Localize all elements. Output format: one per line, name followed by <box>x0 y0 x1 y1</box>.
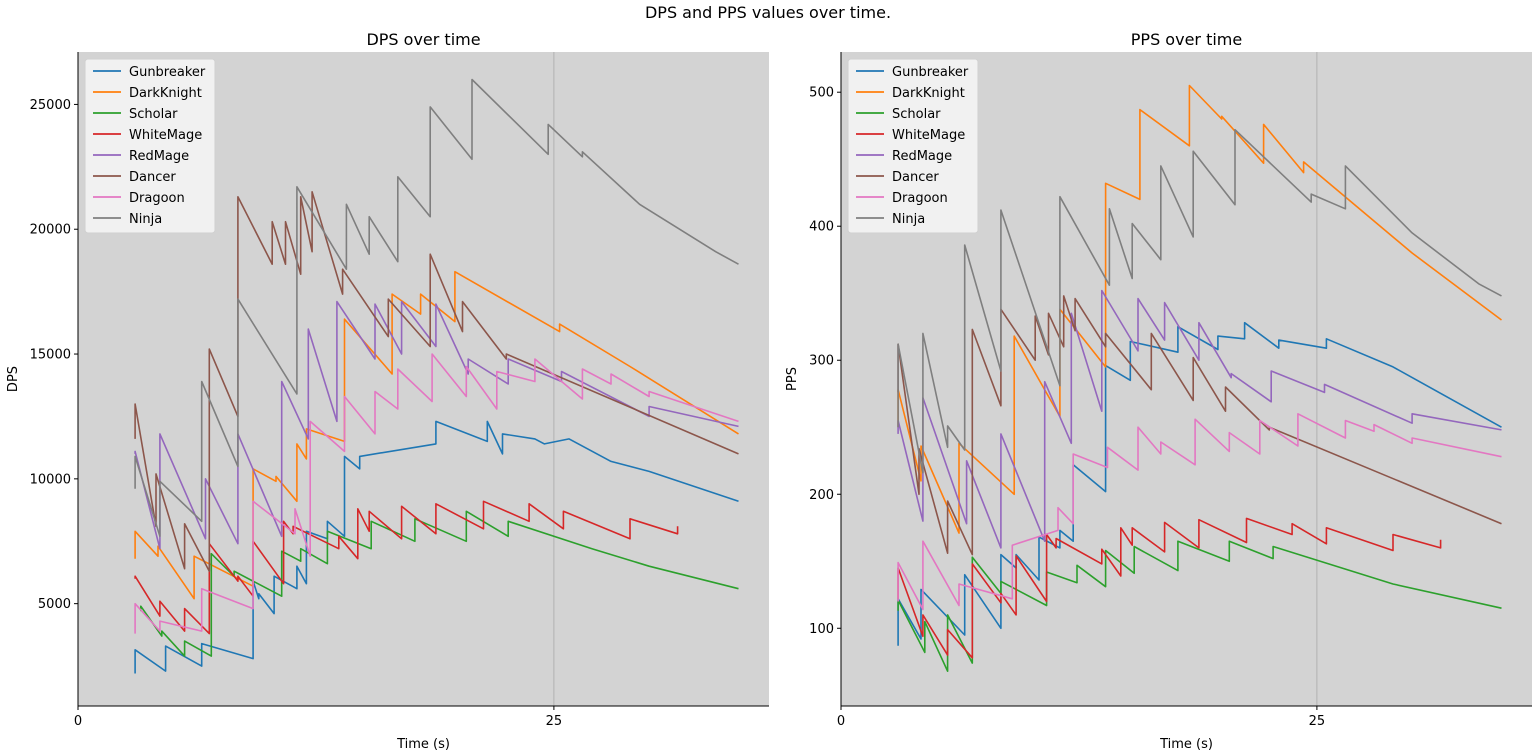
y-tick-label: 300 <box>809 354 834 369</box>
x-tick-label: 25 <box>1309 714 1326 729</box>
y-tick-label: 25000 <box>30 98 71 113</box>
legend-label: WhiteMage <box>129 128 202 143</box>
legend-box <box>84 58 216 234</box>
series-line-dragoon <box>897 412 1502 611</box>
legend-label: DarkKnight <box>892 86 965 101</box>
legend: Gunbreaker DarkKnight Scholar WhiteMage RedM… <box>84 58 216 234</box>
series-line-redmage <box>897 289 1502 549</box>
x-tick-label: 0 <box>74 714 82 729</box>
y-tick-label: 5000 <box>38 597 71 612</box>
series-line-ninja <box>134 78 739 538</box>
series-line-whitemage <box>134 500 679 635</box>
figure-suptitle: DPS and PPS values over time. <box>645 3 891 22</box>
series-line-darkknight <box>897 84 1502 534</box>
chart-title: DPS over time <box>366 30 480 49</box>
legend-box <box>847 58 979 234</box>
y-tick-label: 100 <box>809 622 834 637</box>
legend-label: RedMage <box>892 149 952 164</box>
series-line-ninja <box>897 128 1502 474</box>
series-line-gunbreaker <box>134 420 739 674</box>
legend-label: WhiteMage <box>892 128 965 143</box>
pps-chart: 100 200 300 400 500 0 25 PPS over time Time (s) P… <box>785 30 1532 752</box>
y-axis-label: PPS <box>785 367 800 391</box>
x-tick-label: 0 <box>837 714 845 729</box>
legend-label: Dragoon <box>129 191 185 206</box>
y-axis-label: DPS <box>6 366 21 392</box>
y-tick-label: 20000 <box>30 223 71 238</box>
series-line-darkknight <box>134 270 739 600</box>
legend-label: Dancer <box>892 170 939 185</box>
y-tick-label: 500 <box>809 86 834 101</box>
x-tick-label: 25 <box>546 714 563 729</box>
series-line-scholar <box>897 540 1502 673</box>
legend-label: RedMage <box>129 149 189 164</box>
dps-chart: 5000 10000 15000 20000 25000 0 25 DPS over time… <box>6 30 769 752</box>
legend-label: Dancer <box>129 170 176 185</box>
x-axis-label: Time (s) <box>396 737 450 752</box>
series-line-gunbreaker <box>897 321 1502 646</box>
legend-label: DarkKnight <box>129 86 202 101</box>
series-line-whitemage <box>897 517 1442 659</box>
legend-label: Scholar <box>129 107 178 122</box>
series-line-dragoon <box>134 353 739 634</box>
y-tick-label: 15000 <box>30 348 71 363</box>
y-tick-label: 200 <box>809 488 834 503</box>
legend-label: Ninja <box>892 212 925 227</box>
series-line-dancer <box>134 191 739 573</box>
legend-label: Gunbreaker <box>129 65 206 80</box>
legend: Gunbreaker DarkKnight Scholar WhiteMage RedM… <box>847 58 979 234</box>
y-tick-label: 10000 <box>30 472 71 487</box>
series-line-redmage <box>134 300 739 550</box>
legend-label: Dragoon <box>892 191 948 206</box>
legend-label: Scholar <box>892 107 941 122</box>
y-tick-label: 400 <box>809 220 834 235</box>
legend-label: Ninja <box>129 212 162 227</box>
series-line-scholar <box>140 510 739 657</box>
chart-title: PPS over time <box>1131 30 1242 49</box>
series-line-dancer <box>897 295 1502 556</box>
legend-label: Gunbreaker <box>892 65 969 80</box>
x-axis-label: Time (s) <box>1159 737 1213 752</box>
